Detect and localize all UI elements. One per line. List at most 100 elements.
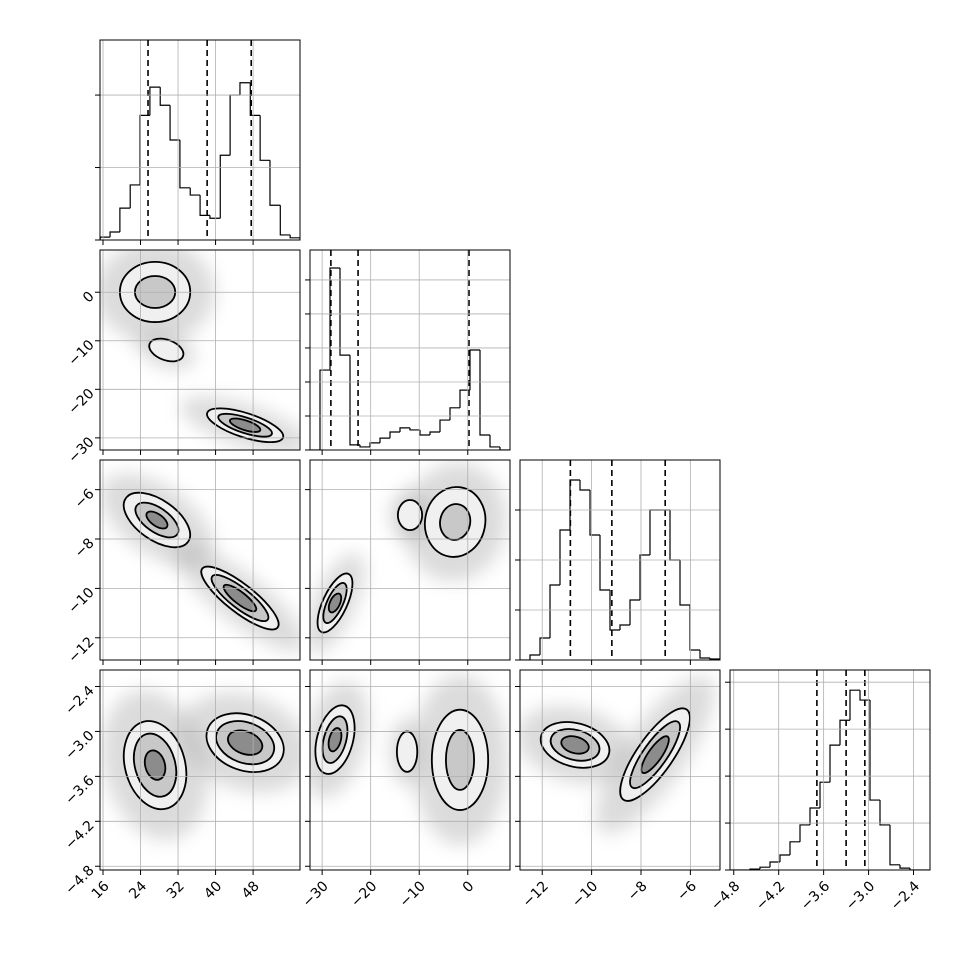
hist-step xyxy=(839,719,850,746)
x-tick-label: 48 xyxy=(239,878,263,902)
panel-frame xyxy=(519,459,721,661)
hist-step xyxy=(629,599,640,625)
panel-frame xyxy=(99,249,301,451)
hist-step xyxy=(119,207,131,233)
contour xyxy=(445,729,475,791)
hist-step xyxy=(879,800,890,826)
x-tick-label: −10 xyxy=(569,878,601,910)
y-tick-label: −20 xyxy=(65,386,97,418)
panel xyxy=(101,690,300,841)
hist-step xyxy=(779,854,790,863)
y-tick-label: −6 xyxy=(72,486,98,512)
hist-step xyxy=(359,444,370,448)
hist-step xyxy=(809,807,820,825)
panel xyxy=(310,250,510,450)
hist-step xyxy=(409,427,420,431)
panel xyxy=(100,473,300,652)
hist-step xyxy=(289,234,300,240)
contour xyxy=(222,583,258,613)
hist-step xyxy=(429,431,440,436)
hist-step xyxy=(179,140,191,189)
hist-step xyxy=(539,637,550,655)
panel-frame xyxy=(309,249,511,451)
hist-step xyxy=(849,689,860,721)
x-tick-label: −10 xyxy=(397,878,429,910)
contour xyxy=(143,749,167,781)
panel xyxy=(100,250,300,450)
x-tick-label: −12 xyxy=(520,878,552,910)
x-tick-label: −8 xyxy=(625,878,651,904)
panel-frame xyxy=(729,669,931,871)
hist-step xyxy=(889,824,900,866)
panel xyxy=(310,674,508,846)
hist-step xyxy=(899,864,910,869)
hist-step xyxy=(819,781,830,809)
contour xyxy=(327,592,343,614)
hist-step xyxy=(679,560,690,606)
hist-step xyxy=(349,355,360,446)
panel-frame xyxy=(99,669,301,871)
hist-step xyxy=(689,605,700,651)
x-tick-label: 24 xyxy=(126,878,150,902)
contour xyxy=(145,510,169,530)
x-tick-label: 40 xyxy=(201,878,225,902)
hist-step xyxy=(129,184,141,209)
panel-frame xyxy=(519,669,721,871)
y-tick-label: −10 xyxy=(65,337,97,369)
x-tick-label: 16 xyxy=(89,878,113,902)
hist-step xyxy=(649,509,660,555)
hist-step xyxy=(259,115,270,161)
y-tick-label: −12 xyxy=(65,634,97,666)
hist-step xyxy=(159,87,171,106)
hist-step xyxy=(249,82,261,116)
x-tick-label: −3.0 xyxy=(843,878,878,913)
hist-step xyxy=(639,554,650,600)
hist-step xyxy=(199,195,210,216)
contour xyxy=(560,735,590,755)
hist-step xyxy=(379,437,390,443)
hist-step xyxy=(169,105,180,141)
hist-step xyxy=(799,824,810,842)
hist-step xyxy=(589,490,600,536)
hist-step xyxy=(469,349,480,391)
y-tick-label: −30 xyxy=(65,434,97,466)
x-tick-label: −2.4 xyxy=(888,878,923,913)
hist-step xyxy=(669,510,680,561)
y-tick-label: −3.6 xyxy=(62,773,97,808)
x-tick-label: −6 xyxy=(674,878,700,904)
hist-step xyxy=(489,435,500,448)
hist-step xyxy=(479,350,490,436)
hist-step xyxy=(569,479,580,530)
hist-step xyxy=(789,841,800,855)
hist-step xyxy=(419,429,430,436)
x-tick-label: −30 xyxy=(300,878,332,910)
y-tick-label: −2.4 xyxy=(62,683,97,718)
contour xyxy=(439,503,472,541)
contour xyxy=(227,729,264,756)
x-tick-label: 32 xyxy=(164,878,188,902)
hist-step xyxy=(459,389,470,408)
hist-step xyxy=(219,154,231,219)
hist-step xyxy=(869,700,880,801)
hist-step xyxy=(909,868,920,870)
panel xyxy=(520,675,715,834)
hist-step xyxy=(499,446,510,450)
y-tick-label: 0 xyxy=(80,289,98,307)
y-tick-label: −4.2 xyxy=(62,818,97,853)
hist-step xyxy=(209,215,221,219)
panel xyxy=(100,40,300,240)
hist-step xyxy=(549,584,560,638)
x-tick-label: −3.6 xyxy=(798,878,833,913)
hist-step xyxy=(829,744,840,783)
contour xyxy=(395,730,419,773)
x-tick-label: −4.2 xyxy=(753,878,788,913)
hist-step xyxy=(319,369,330,450)
hist-step xyxy=(189,187,201,196)
hist-step xyxy=(619,624,630,630)
hist-step xyxy=(269,160,281,206)
hist-step xyxy=(609,590,620,631)
hist-step xyxy=(369,442,380,447)
hist-step xyxy=(579,480,590,491)
hist-step xyxy=(769,861,780,868)
panel-frame xyxy=(309,669,511,871)
